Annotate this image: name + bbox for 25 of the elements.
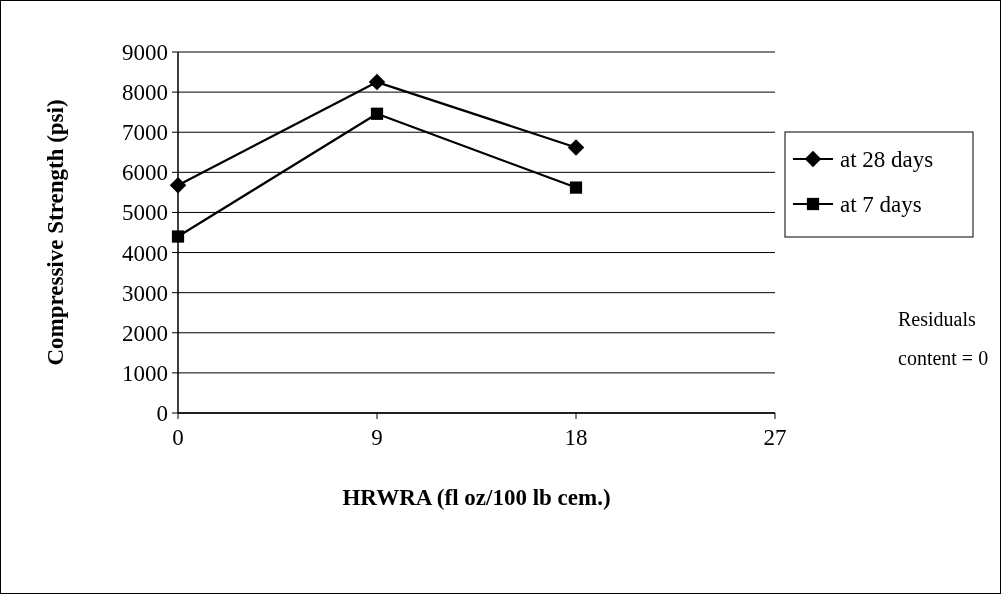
y-tick-label: 7000 xyxy=(122,120,168,146)
point xyxy=(370,107,384,120)
legend-label: at 7 days xyxy=(840,192,922,218)
legend-label: at 28 days xyxy=(840,147,934,173)
text: Residuals content = 0 xyxy=(898,308,989,369)
y-tick-label: 2000 xyxy=(122,320,168,346)
y-tick-label: 9000 xyxy=(122,40,168,66)
x-axis-title: HRWRA (fl oz/100 lb cem.) xyxy=(342,485,611,510)
point xyxy=(567,139,585,156)
y-tick-label: 6000 xyxy=(122,160,168,186)
y-axis-title: Compressive Strength (psi) xyxy=(43,99,68,366)
point xyxy=(569,181,583,194)
x-tick-label: 18 xyxy=(564,425,588,450)
x-tick-label: 9 xyxy=(371,425,383,450)
x-tick-label: 27 xyxy=(763,425,787,450)
point xyxy=(171,230,185,243)
y-tick-label: 1000 xyxy=(122,360,168,386)
point xyxy=(368,73,386,91)
y-tick-label: 3000 xyxy=(122,280,168,306)
y-tick-label: 5000 xyxy=(122,200,168,226)
point xyxy=(169,176,187,194)
y-tick-label: 8000 xyxy=(122,80,168,106)
y-tick-label: 4000 xyxy=(122,240,168,266)
y-tick-label: 0 xyxy=(156,401,168,427)
x-tick-label: 0 xyxy=(172,425,184,450)
